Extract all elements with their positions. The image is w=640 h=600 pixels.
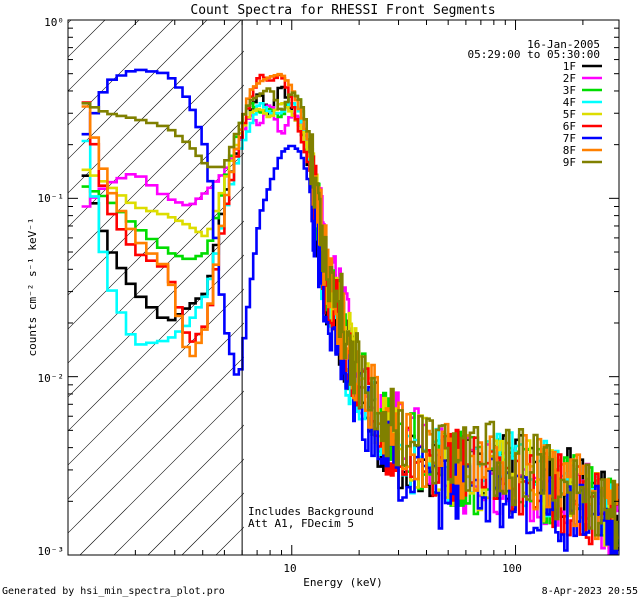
y-tick-label: 10⁻¹ — [38, 192, 65, 205]
legend-label-6F: 6F — [563, 120, 576, 133]
annotation-background: Includes Background — [248, 505, 374, 518]
hatch-line — [79, 390, 244, 555]
hatch-line — [68, 50, 244, 228]
x-axis-label: Energy (keV) — [303, 576, 382, 589]
hatch-line — [68, 20, 140, 92]
hatch-line — [68, 84, 244, 262]
hatch-line — [68, 288, 244, 466]
axis-ticks — [67, 19, 619, 556]
legend-label-4F: 4F — [563, 96, 576, 109]
hatch-line — [68, 118, 244, 296]
hatch-line — [68, 20, 208, 160]
hatch-line — [68, 20, 242, 194]
y-tick-label: 10⁰ — [44, 16, 64, 29]
hatch-line — [113, 424, 244, 555]
legend-label-1F: 1F — [563, 60, 576, 73]
series-layer — [81, 68, 619, 555]
hatch-line — [68, 152, 244, 330]
hatch-line — [68, 20, 106, 58]
annotation-attenuator: Att A1, FDecim 5 — [248, 517, 354, 530]
legend-label-7F: 7F — [563, 132, 576, 145]
hatch-line — [0, 0, 102, 555]
x-tick-label: 100 — [502, 562, 522, 575]
series-line-8F — [81, 72, 619, 541]
legend-label-8F: 8F — [563, 144, 576, 157]
plot-frame — [67, 19, 620, 556]
hatch-line — [68, 220, 244, 398]
legend-date: 16-Jan-2005 — [527, 38, 600, 51]
chart-title: Count Spectra for RHESSI Front Segments — [190, 3, 495, 18]
footer-timestamp: 8-Apr-2023 20:55 — [542, 586, 638, 597]
legend-label-2F: 2F — [563, 72, 576, 85]
legend-time-range: 05:29:00 to 05:30:00 — [468, 48, 600, 61]
legend-label-9F: 9F — [563, 156, 576, 169]
x-tick-label: 10 — [283, 562, 296, 575]
y-tick-label: 10⁻² — [38, 372, 65, 385]
hatch-line — [68, 322, 244, 500]
legend-label-5F: 5F — [563, 108, 576, 121]
series-line-9F — [81, 87, 619, 550]
footer-generated-by: Generated by hsi_min_spectra_plot.pro — [2, 586, 225, 597]
y-axis-label: counts cm⁻² s⁻¹ keV⁻¹ — [26, 217, 39, 356]
y-tick-label: 10⁻³ — [38, 545, 65, 558]
hatch-line — [68, 20, 174, 126]
legend-label-3F: 3F — [563, 84, 576, 97]
hatch-line — [68, 356, 244, 534]
